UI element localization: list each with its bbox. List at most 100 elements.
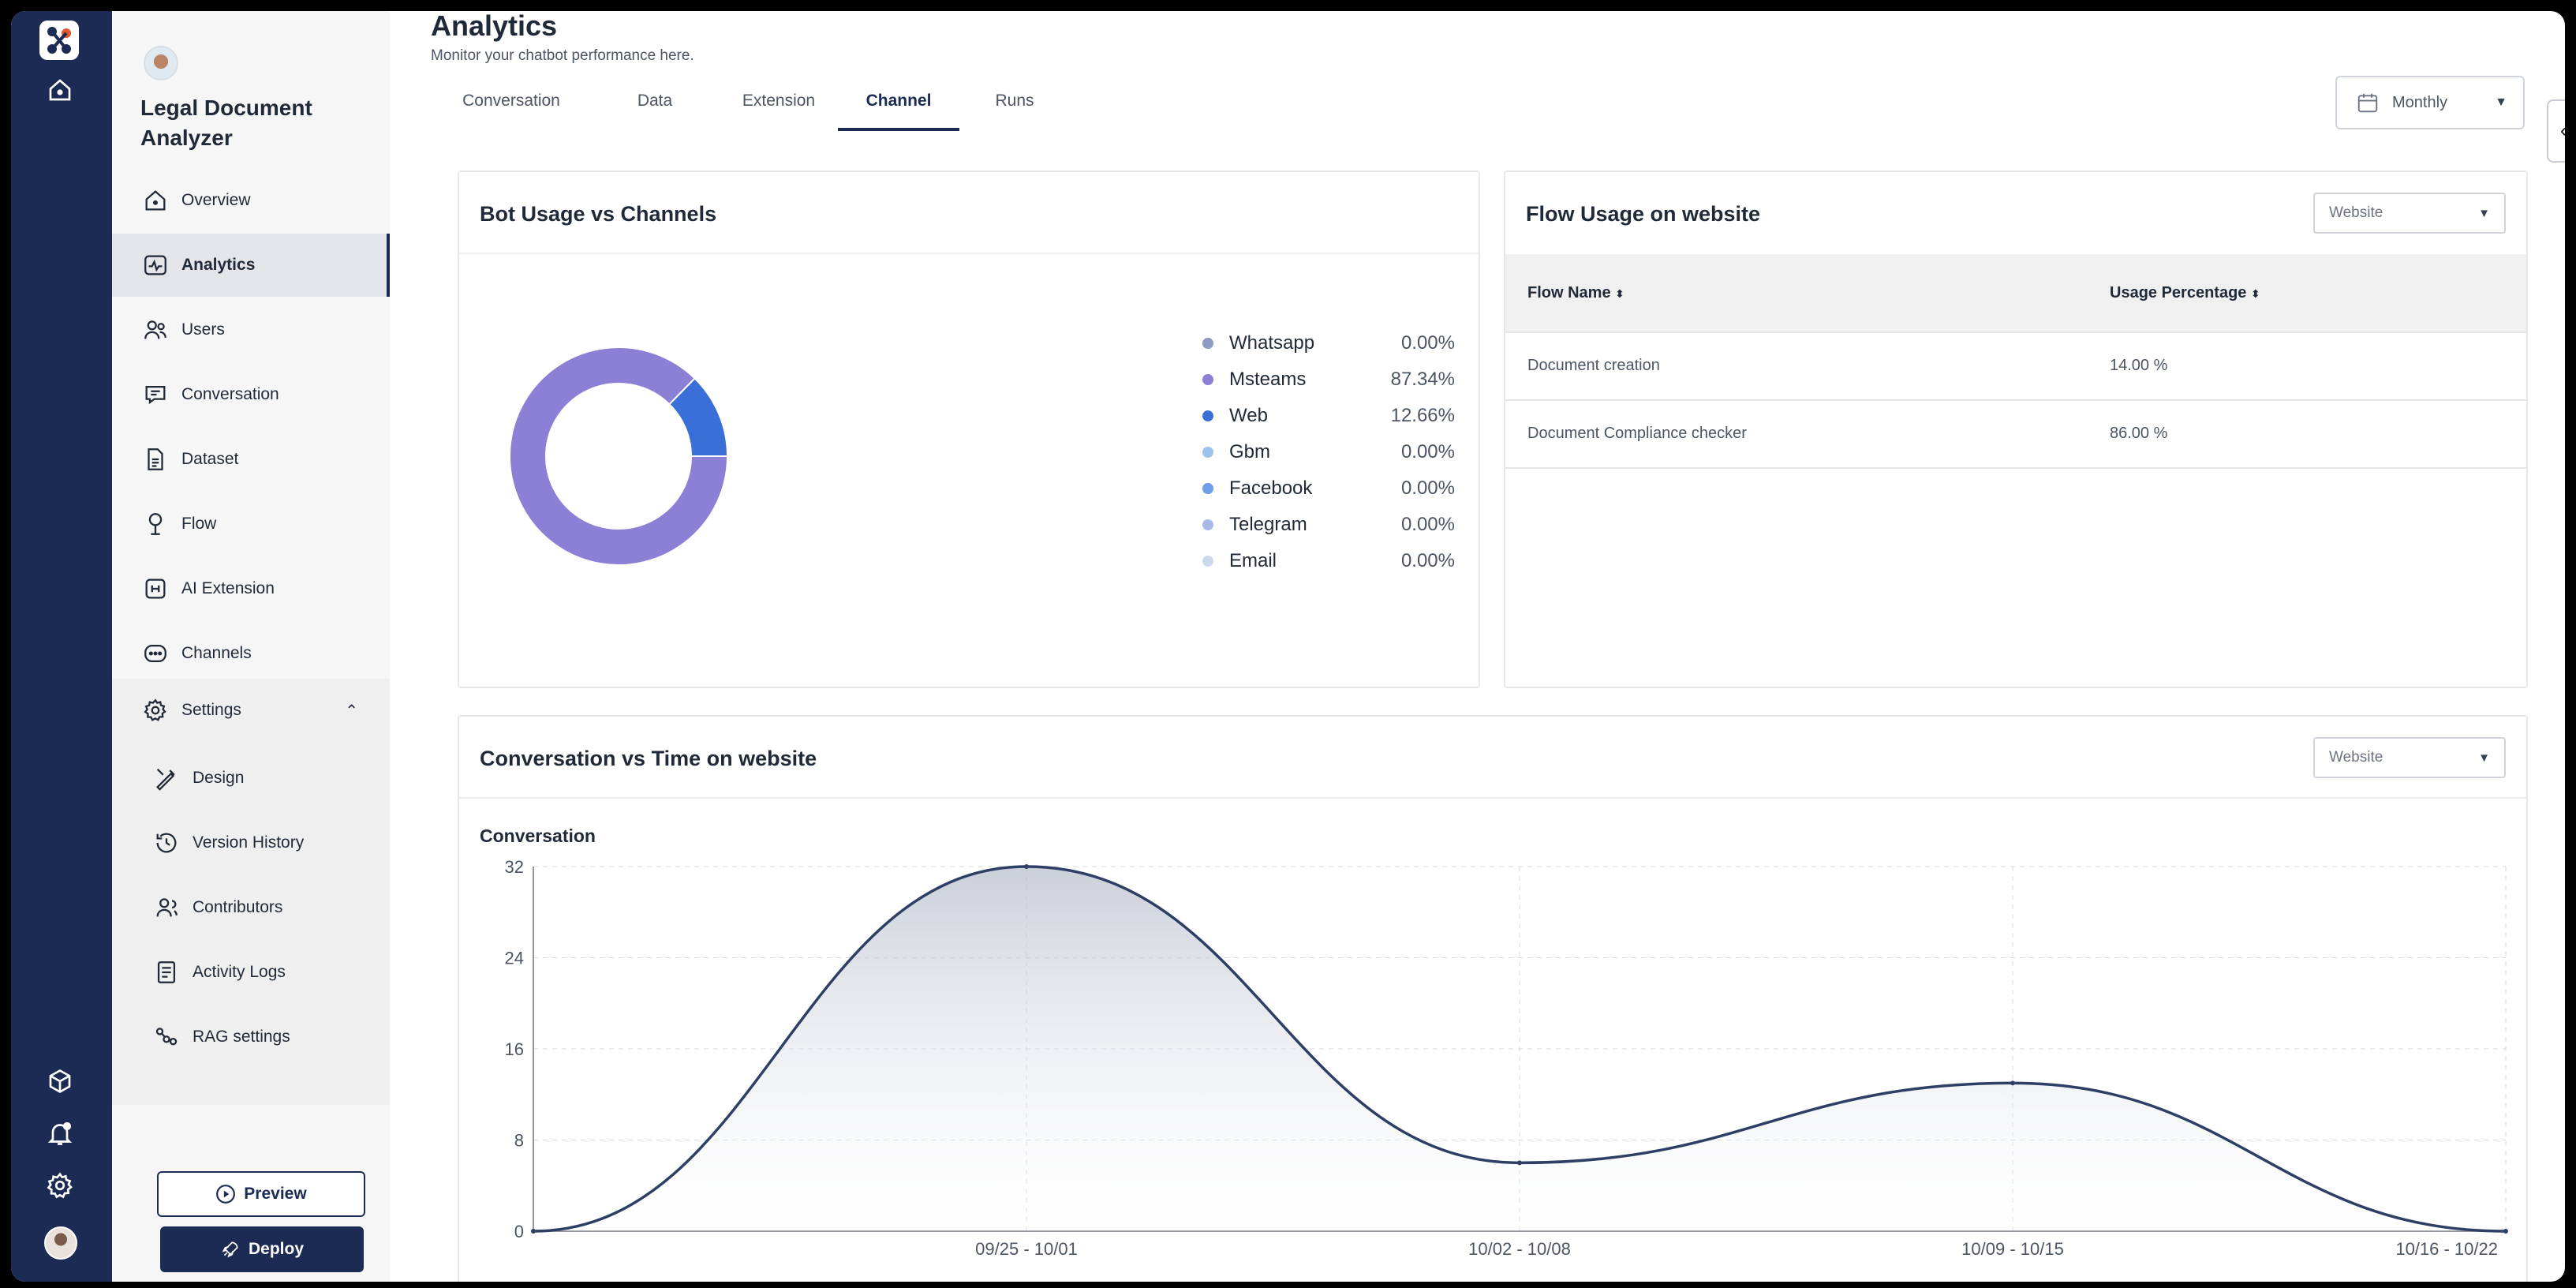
data-point[interactable] (2010, 1080, 2015, 1086)
contributors-icon (151, 893, 181, 923)
period-select[interactable]: Monthly ▼ (2335, 76, 2525, 129)
tab-runs[interactable]: Runs (995, 92, 1034, 110)
legend-item-gbm[interactable]: Gbm 0.00% (1202, 434, 1455, 470)
cube-icon[interactable] (46, 1067, 74, 1095)
donut-slice-msteams[interactable] (509, 346, 729, 566)
tab-extension[interactable]: Extension (742, 92, 816, 110)
donut-slice-web[interactable] (667, 377, 729, 457)
chat-icon (140, 380, 170, 410)
gear-icon (140, 695, 170, 725)
sort-icon[interactable]: ⬍ (2250, 287, 2260, 300)
data-point[interactable] (2503, 1229, 2508, 1234)
legend-name: Whatsapp (1229, 332, 1315, 354)
sidebar-item-overview[interactable]: Overview (112, 169, 390, 232)
sidebar-item-dataset[interactable]: Dataset (112, 428, 390, 491)
legend-value: 87.34% (1390, 369, 1455, 390)
user-avatar[interactable] (44, 1226, 77, 1260)
x-tick-label: 10/09 - 10/15 (1961, 1239, 2064, 1259)
chart-y-label: Conversation (480, 826, 596, 846)
data-point[interactable] (1024, 864, 1029, 869)
data-point[interactable] (1517, 1160, 1522, 1166)
sidebar-item-label: AI Extension (181, 579, 275, 597)
home-icon (140, 185, 170, 215)
preview-label: Preview (244, 1185, 307, 1203)
dataset-icon (140, 444, 170, 474)
table-row[interactable]: Document Compliance checker 86.00 % (1505, 401, 2526, 469)
tab-channel[interactable]: Channel (838, 92, 959, 131)
calendar-icon (2357, 93, 2378, 113)
bot-avatar (144, 46, 178, 80)
bell-icon[interactable] (46, 1119, 74, 1148)
period-value: Monthly (2392, 93, 2448, 111)
sidebar-item-label: Contributors (193, 898, 283, 916)
users-icon (140, 315, 170, 345)
conversation-time-card: Conversation vs Time on website Website … (458, 715, 2528, 1282)
x-tick-label: 10/02 - 10/08 (1468, 1239, 1571, 1259)
tab-conversation[interactable]: Conversation (462, 92, 560, 110)
sidebar-item-analytics[interactable]: Analytics (112, 234, 390, 297)
legend-dot (1202, 556, 1213, 567)
legend-item-msteams[interactable]: Msteams 87.34% (1202, 361, 1455, 398)
y-tick-label: 0 (514, 1222, 524, 1241)
conversation-source-select[interactable]: Website ▼ (2313, 737, 2506, 778)
design-icon (151, 763, 181, 793)
column-label: Usage Percentage (2110, 284, 2247, 301)
sidebar-item-ai-extension[interactable]: AI Extension (112, 557, 390, 620)
table-header: Flow Name ⬍ Usage Percentage ⬍ (1505, 254, 2526, 333)
sidebar-item-contributors[interactable]: Contributors (112, 876, 390, 939)
sidebar-item-flow[interactable]: Flow (112, 492, 390, 556)
sort-icon[interactable]: ⬍ (1615, 287, 1624, 300)
flow-name-cell: Document creation (1527, 357, 1660, 374)
legend-item-web[interactable]: Web 12.66% (1202, 398, 1455, 434)
legend-dot (1202, 410, 1213, 421)
column-header-usage[interactable]: Usage Percentage ⬍ (2110, 284, 2260, 302)
sidebar-item-label: Overview (181, 191, 251, 209)
legend-item-facebook[interactable]: Facebook 0.00% (1202, 470, 1455, 507)
legend-item-whatsapp[interactable]: Whatsapp 0.00% (1202, 325, 1455, 361)
y-tick-label: 16 (505, 1039, 524, 1059)
tab-data[interactable]: Data (637, 92, 673, 110)
home-icon[interactable] (46, 76, 74, 104)
card-header: Conversation vs Time on website Website … (459, 717, 2526, 799)
select-value: Website (2329, 204, 2383, 221)
legend-value: 0.00% (1400, 477, 1455, 499)
sidebar-item-rag-settings[interactable]: RAG settings (112, 1005, 390, 1069)
flow-source-select[interactable]: Website ▼ (2313, 193, 2506, 234)
bot-usage-donut (509, 346, 729, 566)
preview-button[interactable]: Preview (157, 1171, 365, 1217)
table-row[interactable]: Document creation 14.00 % (1505, 333, 2526, 401)
sidebar-item-conversation[interactable]: Conversation (112, 363, 390, 426)
flow-usage-title: Flow Usage on website (1526, 202, 1761, 226)
legend-name: Gbm (1229, 441, 1271, 462)
sidebar-item-activity-logs[interactable]: Activity Logs (112, 941, 390, 1004)
sidebar-item-channels[interactable]: Channels (112, 622, 390, 685)
card-header: Bot Usage vs Channels (459, 172, 1479, 254)
legend-dot (1202, 519, 1213, 530)
x-tick-label: 09/25 - 10/01 (975, 1239, 1078, 1259)
series-line[interactable] (533, 865, 2507, 1233)
sidebar-item-settings[interactable]: Settings ⌃ (112, 679, 390, 742)
deploy-button[interactable]: Deploy (160, 1226, 364, 1272)
sidebar: Legal Document Analyzer Overview Analyti… (112, 11, 390, 1282)
legend-dot (1202, 447, 1213, 458)
conversation-area-chart: 0 8 16 24 32 09/25 - 10/01 10/02 - 10/08 10/09 … (505, 857, 2508, 1259)
chevron-up-icon[interactable]: ⌃ (345, 702, 358, 720)
app-logo[interactable] (39, 21, 79, 60)
sidebar-item-label: Dataset (181, 450, 239, 468)
rocket-icon (222, 1241, 238, 1258)
sidebar-item-label: Users (181, 320, 225, 339)
sidebar-item-design[interactable]: Design (112, 747, 390, 810)
settings-group: Settings ⌃ Design Version History Contri… (112, 679, 390, 1105)
data-point[interactable] (531, 1229, 536, 1234)
sidebar-item-label: Flow (181, 515, 217, 533)
chevron-left-icon: ‹ (2560, 120, 2565, 142)
collapse-panel-button[interactable]: ‹ (2547, 99, 2565, 163)
gear-icon[interactable] (46, 1171, 74, 1200)
legend-item-telegram[interactable]: Telegram 0.00% (1202, 507, 1455, 543)
sidebar-item-users[interactable]: Users (112, 298, 390, 361)
caret-down-icon: ▼ (2478, 206, 2490, 220)
logs-icon (151, 957, 181, 987)
legend-item-email[interactable]: Email 0.00% (1202, 543, 1455, 579)
column-header-flow-name[interactable]: Flow Name ⬍ (1527, 284, 1624, 302)
sidebar-item-version-history[interactable]: Version History (112, 811, 390, 874)
